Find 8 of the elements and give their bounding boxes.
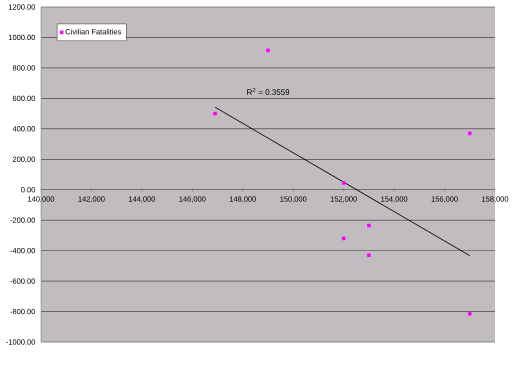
point (468, 132, 472, 136)
point (367, 224, 371, 228)
point (468, 312, 472, 316)
point (367, 253, 371, 257)
point (266, 48, 270, 52)
point (342, 236, 346, 240)
point (342, 181, 346, 185)
point (213, 112, 217, 116)
